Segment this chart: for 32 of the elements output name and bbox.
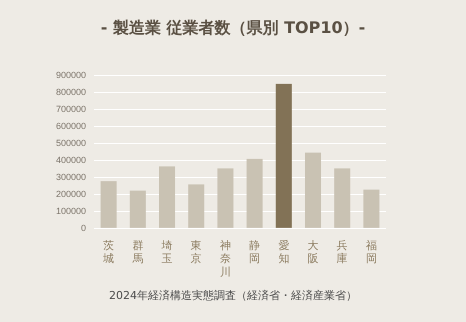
x-tick-label: 群馬 <box>131 240 144 266</box>
x-tick-label: 静岡 <box>249 240 260 266</box>
x-tick-label: 福岡 <box>366 239 377 266</box>
y-tick-label: 900000 <box>56 70 86 80</box>
bar <box>217 168 234 228</box>
bar <box>334 168 350 228</box>
bar <box>188 184 204 228</box>
bar <box>158 166 176 228</box>
y-tick-label: 800000 <box>56 86 86 97</box>
x-tick-label: 茨城 <box>102 239 114 266</box>
bar <box>304 152 322 228</box>
y-tick-label: 300000 <box>56 172 86 182</box>
x-tick-label: 兵庫 <box>336 239 348 266</box>
bar <box>100 181 117 228</box>
y-tick-label: 100000 <box>56 206 86 216</box>
y-tick-label: 600000 <box>56 120 86 131</box>
y-tick-label: 400000 <box>56 154 86 165</box>
chart-title: - 製造業 従業者数（県別 TOP10）- <box>100 18 366 39</box>
bar <box>130 190 146 228</box>
y-tick-label: 0 <box>81 222 86 233</box>
text: 2024年経済構造実態調査（経済省・経済産業省） <box>108 288 358 303</box>
x-tick-label: 愛知 <box>278 239 290 266</box>
bar <box>363 190 380 228</box>
x-tick-label: 大阪 <box>308 239 319 266</box>
bar <box>246 158 263 228</box>
bar <box>276 84 292 228</box>
x-tick-label: 埼玉 <box>160 240 173 266</box>
y-tick-label: 500000 <box>56 138 86 148</box>
y-tick-label: 700000 <box>56 104 86 114</box>
x-tick-label: 神奈川 <box>220 239 231 278</box>
y-tick-label: 200000 <box>56 188 86 199</box>
x-tick-label: 東京 <box>190 239 202 266</box>
